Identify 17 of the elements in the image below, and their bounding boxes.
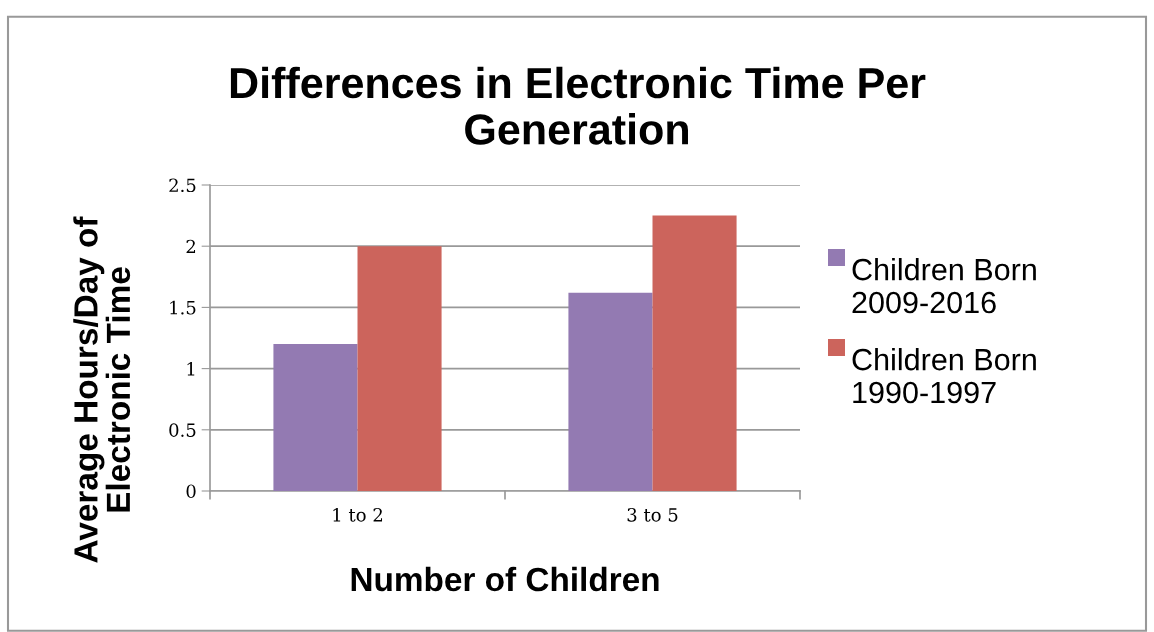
y-tick-label: 1: [187, 362, 195, 376]
legend-label: Children Born 2009-2016: [852, 258, 1036, 314]
x-tick-label: 1 to 2: [333, 507, 383, 522]
y-tick-label: 2: [186, 239, 196, 254]
y-tick-label: 2.5: [169, 178, 196, 193]
y-axis-title: Average Hours/Day of Electronic Time: [73, 216, 131, 563]
y-tick-label: 0: [186, 484, 196, 499]
legend-label: Children Born 1990-1997: [852, 348, 1036, 404]
bar: [568, 292, 653, 491]
x-tick-label: 3 to 5: [627, 507, 678, 522]
bar: [273, 344, 358, 491]
bar: [357, 246, 442, 491]
y-tick-label: 1.5: [170, 300, 196, 315]
bar: [652, 215, 737, 491]
x-axis-title: Number of Children: [351, 566, 659, 592]
chart-title: Differences in Electronic Time Per Generation: [230, 66, 926, 145]
y-tick-label: 0.5: [169, 423, 196, 437]
